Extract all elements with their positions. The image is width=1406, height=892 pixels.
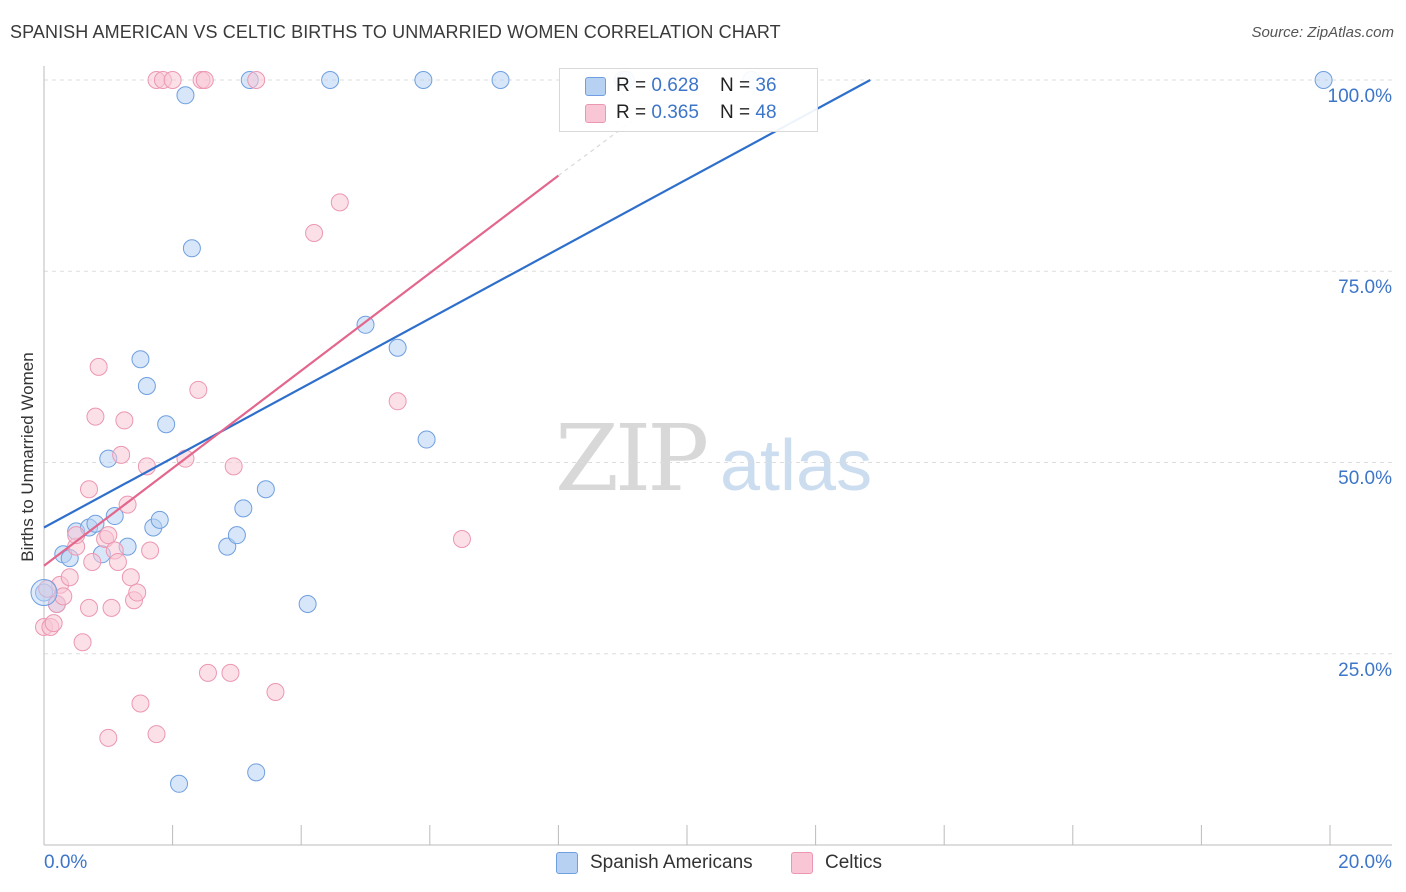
point-celtics-26 bbox=[131, 694, 150, 713]
point-celtics-10 bbox=[80, 480, 99, 499]
point-celtics-4 bbox=[54, 587, 73, 606]
point-celtics-34 bbox=[189, 380, 208, 399]
trendline-spanish-americans bbox=[43, 79, 871, 529]
point-celtics-5 bbox=[60, 568, 79, 587]
point-spanish-americans-19 bbox=[218, 537, 237, 556]
y-tick-label-100: 100.0% bbox=[1327, 86, 1392, 107]
chart-title: SPANISH AMERICAN VS CELTIC BIRTHS TO UNM… bbox=[10, 22, 781, 42]
point-spanish-americans-16 bbox=[170, 774, 189, 793]
point-celtics-37 bbox=[198, 663, 217, 682]
point-celtics-29 bbox=[147, 725, 166, 744]
point-spanish-americans-26 bbox=[321, 71, 340, 89]
point-celtics-16 bbox=[99, 728, 118, 747]
point-spanish-americans-6 bbox=[86, 514, 105, 533]
point-celtics-44 bbox=[388, 392, 407, 411]
point-spanish-americans-30 bbox=[417, 430, 436, 449]
legend-swatch-spanish-americans bbox=[556, 852, 578, 874]
y-tick-label-25: 25.0% bbox=[1338, 660, 1392, 681]
point-spanish-americans-35 bbox=[1314, 71, 1333, 89]
legend-swatch-celtics bbox=[585, 103, 606, 123]
point-spanish-americans-27 bbox=[356, 315, 375, 334]
correlation-legend: R = 0.628 N = 36 R = 0.365 N = 48 bbox=[559, 68, 818, 132]
point-spanish-americans-31 bbox=[491, 71, 510, 89]
legend-label-celtics: Celtics bbox=[825, 852, 883, 873]
n-label: N = bbox=[720, 102, 756, 123]
point-celtics-11 bbox=[83, 552, 102, 571]
n-label: N = bbox=[720, 75, 756, 96]
r-value: 0.628 bbox=[651, 75, 699, 96]
r-label: R = bbox=[616, 102, 652, 123]
point-spanish-americans-29 bbox=[414, 71, 433, 89]
r-label: R = bbox=[616, 75, 652, 96]
point-celtics-21 bbox=[115, 411, 134, 430]
legend-item-celtics[interactable]: Celtics bbox=[791, 852, 882, 874]
point-celtics-19 bbox=[108, 552, 127, 571]
point-celtics-45 bbox=[452, 530, 471, 548]
x-tick-label-max: 20.0% bbox=[1338, 852, 1392, 873]
legend-item-spanish-americans[interactable]: Spanish Americans bbox=[556, 852, 753, 874]
series-legend: Spanish Americans Celtics bbox=[0, 852, 1406, 878]
point-spanish-americans-24 bbox=[256, 480, 275, 499]
point-spanish-americans-15 bbox=[157, 415, 176, 434]
y-tick-label-75: 75.0% bbox=[1338, 277, 1392, 298]
point-spanish-americans-28 bbox=[388, 338, 407, 357]
point-spanish-americans-18 bbox=[182, 239, 201, 258]
point-spanish-americans-12 bbox=[137, 377, 156, 395]
point-spanish-americans-25 bbox=[298, 595, 317, 614]
point-spanish-americans-23 bbox=[247, 763, 266, 782]
point-celtics-17 bbox=[102, 598, 121, 617]
point-spanish-americans-17 bbox=[176, 86, 195, 105]
point-spanish-americans-20 bbox=[227, 526, 246, 545]
y-tick-label-50: 50.0% bbox=[1338, 468, 1392, 489]
point-spanish-americans-11 bbox=[131, 350, 150, 369]
point-celtics-47 bbox=[44, 614, 63, 633]
point-celtics-32 bbox=[163, 71, 182, 89]
legend-label-spanish-americans: Spanish Americans bbox=[590, 852, 753, 873]
n-value: 48 bbox=[755, 102, 777, 123]
legend-text: R = 0.365 N = 48 bbox=[616, 102, 777, 124]
point-celtics-23 bbox=[121, 568, 140, 587]
point-celtics-41 bbox=[266, 683, 285, 701]
point-celtics-28 bbox=[141, 541, 160, 560]
point-celtics-13 bbox=[89, 357, 108, 376]
point-celtics-9 bbox=[80, 598, 99, 617]
point-celtics-42 bbox=[305, 224, 324, 242]
watermark-zip: ZIP bbox=[555, 405, 709, 512]
source-label: Source: ZipAtlas.com bbox=[1251, 24, 1394, 41]
point-spanish-americans-21 bbox=[234, 499, 253, 518]
legend-row-celtics: R = 0.365 N = 48 bbox=[585, 100, 777, 126]
n-value: 36 bbox=[755, 75, 777, 96]
point-celtics-38 bbox=[221, 663, 240, 682]
point-celtics-36 bbox=[195, 71, 214, 89]
point-celtics-8 bbox=[73, 633, 92, 652]
trendline-celtics bbox=[43, 174, 560, 567]
point-celtics-43 bbox=[330, 193, 349, 212]
legend-row-spanish-americans: R = 0.628 N = 36 bbox=[585, 73, 777, 99]
legend-text: R = 0.628 N = 36 bbox=[616, 75, 777, 97]
point-celtics-12 bbox=[86, 407, 105, 426]
watermark-atlas: atlas bbox=[720, 426, 873, 506]
point-celtics-15 bbox=[99, 526, 118, 545]
point-celtics-20 bbox=[112, 445, 131, 464]
point-celtics-39 bbox=[224, 457, 243, 476]
point-celtics-25 bbox=[128, 583, 147, 602]
point-cluster-origin bbox=[30, 579, 58, 607]
point-spanish-americans-14 bbox=[150, 510, 169, 529]
x-tick-label-min: 0.0% bbox=[44, 852, 88, 873]
legend-swatch-spanish-americans bbox=[585, 76, 606, 96]
legend-swatch-celtics bbox=[791, 852, 813, 874]
r-value: 0.365 bbox=[651, 102, 699, 123]
point-celtics-40 bbox=[247, 71, 266, 89]
point-spanish-americans-9 bbox=[105, 507, 124, 526]
